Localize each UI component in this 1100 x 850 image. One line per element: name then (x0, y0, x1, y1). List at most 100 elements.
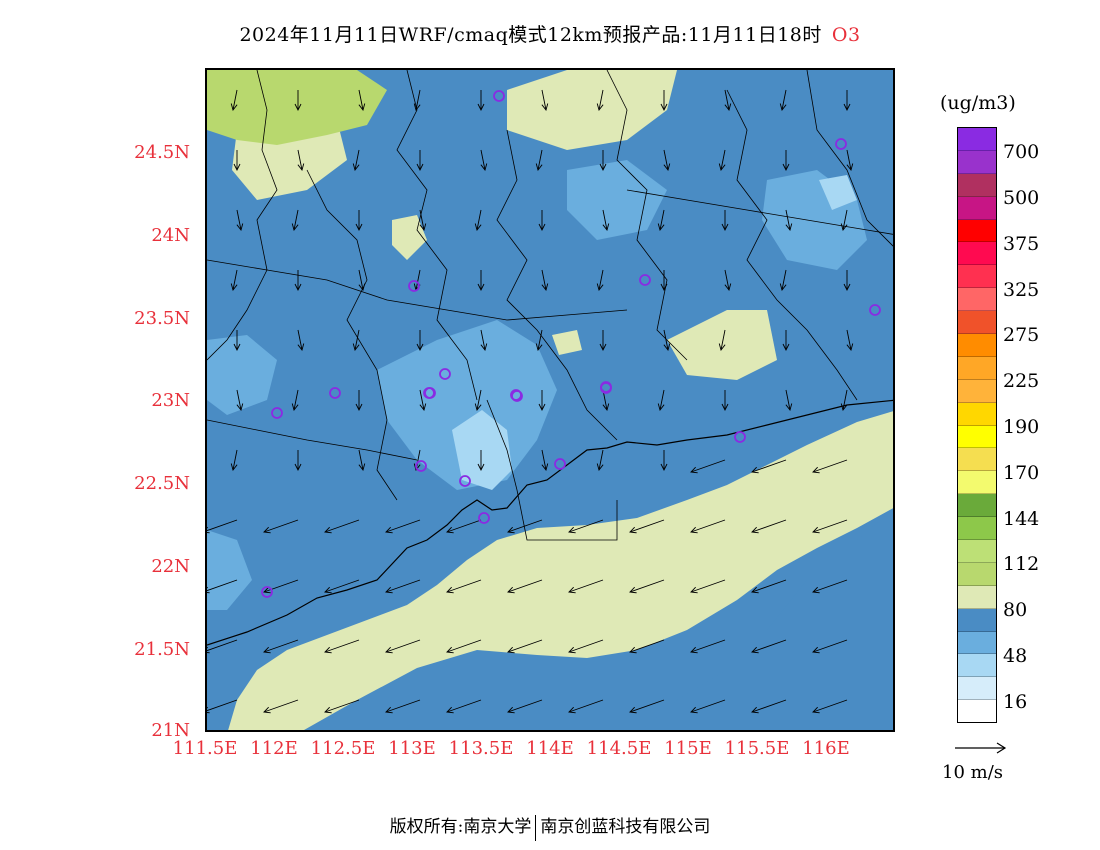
wind-vector (263, 519, 299, 534)
wind-vector (385, 519, 421, 534)
wind-vector (812, 699, 848, 714)
copyright: 版权所有:南京大学 南京创蓝科技有限公司 (0, 812, 1100, 841)
wind-vector (294, 270, 302, 292)
wind-vector (840, 389, 848, 411)
wind-vector (480, 329, 488, 351)
wind-vector (663, 149, 671, 171)
colorbar-swatch (958, 311, 996, 335)
land-patch-yellow-ne (507, 70, 677, 150)
wind-vector (538, 390, 546, 412)
wind-vector (263, 639, 299, 654)
wind-vector (779, 269, 787, 291)
wind-vector (207, 639, 238, 654)
wind-vector (291, 209, 299, 231)
map-panel (205, 68, 895, 732)
colorbar-label: 225 (1003, 370, 1040, 392)
wind-vector (507, 579, 543, 594)
colorbar-swatch (958, 379, 996, 403)
monitoring-site-marker (271, 407, 283, 419)
lat-tick: 23N (151, 390, 190, 411)
colorbar-label: 112 (1003, 553, 1040, 575)
colorbar-label: 80 (1003, 599, 1028, 621)
monitoring-site-marker (478, 512, 490, 524)
colorbar-unit: (ug/m3) (940, 92, 1016, 114)
sea-deep-se (641, 509, 893, 730)
wind-vector (660, 270, 668, 292)
monitoring-site-marker (639, 274, 651, 286)
colorbar-swatch (958, 242, 996, 266)
colorbar-swatch (958, 356, 996, 380)
wind-vector (507, 639, 543, 654)
wind-vector (324, 519, 360, 534)
wind-vector (358, 269, 366, 291)
monitoring-site-marker (329, 387, 341, 399)
wind-vector (355, 210, 363, 232)
colorbar-label: 700 (1003, 141, 1040, 163)
wind-vector (294, 450, 302, 472)
wind-vector (690, 639, 726, 654)
lon-tick: 116E (802, 738, 850, 759)
wind-vector (541, 269, 549, 291)
wind-vector (751, 639, 787, 654)
admin-borders (207, 70, 893, 541)
wind-vector (263, 579, 299, 594)
wind-vector (446, 699, 482, 714)
monitoring-site-marker (734, 431, 746, 443)
colorbar-swatch (958, 654, 996, 678)
title-species: O3 (831, 24, 861, 46)
wind-vector (263, 699, 299, 714)
wind-vector (297, 149, 305, 171)
wind-vector (568, 639, 604, 654)
land-patch-west (207, 335, 277, 415)
wind-vector (535, 329, 543, 351)
wind-vector (843, 90, 851, 112)
wind-vector (751, 459, 787, 474)
lat-tick: 21N (151, 720, 190, 741)
wind-vector (474, 389, 482, 411)
wind-vector (724, 269, 732, 291)
colorbar-label: 375 (1003, 233, 1040, 255)
wind-vector (477, 450, 485, 472)
monitoring-site-marker (510, 389, 522, 401)
colorbar-label: 16 (1003, 691, 1028, 713)
lat-tick: 22N (151, 556, 190, 577)
wind-vector (843, 270, 851, 292)
monitoring-site-marker (459, 475, 471, 487)
wind-vector (446, 639, 482, 654)
colorbar-swatch (958, 173, 996, 197)
wind-vector (596, 269, 604, 291)
lon-tick: 115.5E (724, 738, 790, 759)
wind-vector (294, 90, 302, 112)
colorbar-swatch (958, 219, 996, 243)
wind-vector (358, 449, 366, 471)
wind-vector (660, 90, 668, 112)
footer-separator (535, 814, 537, 841)
colorbar-swatch (958, 425, 996, 449)
wind-vector (751, 519, 787, 534)
wind-vector (785, 389, 793, 411)
wind-vector (446, 519, 482, 534)
colorbar-swatch (958, 700, 996, 723)
wind-vector (324, 579, 360, 594)
colorbar-swatch (958, 150, 996, 174)
wind-vector (690, 459, 726, 474)
wind-vector (233, 330, 241, 352)
wind-vector (596, 449, 604, 471)
wind-vector (324, 639, 360, 654)
wind-vector (230, 269, 238, 291)
wind-vector (602, 209, 610, 231)
colorbar-swatch (958, 288, 996, 312)
sea-plume (228, 411, 893, 730)
wind-vector (358, 89, 366, 111)
wind-vector (207, 579, 238, 594)
colorbar-swatch (958, 196, 996, 220)
wind-vector (751, 579, 787, 594)
land-patch-southwest (207, 530, 252, 610)
colorbar-swatch (958, 402, 996, 426)
wind-vector (352, 149, 360, 171)
monitoring-site-marker (600, 382, 612, 394)
wind-vector (291, 389, 299, 411)
wind-vector (474, 209, 482, 231)
wind-vector (416, 150, 424, 172)
monitoring-site-marker (869, 304, 881, 316)
